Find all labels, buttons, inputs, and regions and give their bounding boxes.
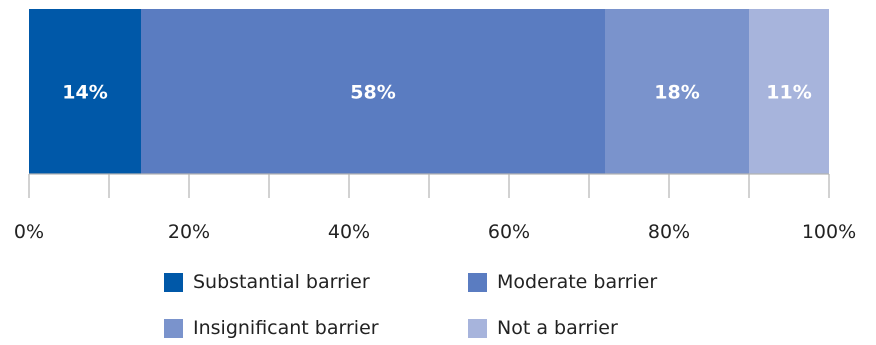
data-label-substantial-barrier: 14%: [62, 82, 107, 104]
x-tick-label-60: 60%: [488, 221, 530, 243]
legend-swatch-not-a-barrier: [468, 318, 487, 338]
legend-item-not-a-barrier: Not a barrier: [468, 316, 618, 340]
bar-segment-substantial-barrier: [29, 9, 141, 174]
bar-data-labels: 14% 58% 18% 11%: [62, 82, 811, 104]
legend-label-insignificant-barrier: Insignificant barrier: [193, 317, 379, 339]
bar-segment-moderate-barrier: [141, 9, 605, 174]
legend-item-moderate-barrier: Moderate barrier: [468, 270, 657, 294]
legend-label-moderate-barrier: Moderate barrier: [497, 271, 658, 293]
x-tick-label-80: 80%: [648, 221, 690, 243]
data-label-insignificant-barrier: 18%: [654, 82, 699, 104]
bar-segment-not-a-barrier: [749, 9, 829, 174]
legend-swatch-insignificant-barrier: [164, 318, 183, 338]
x-axis-tick-labels: 0% 20% 40% 60% 80% 100%: [14, 221, 856, 243]
legend-item-insignificant-barrier: Insignificant barrier: [164, 316, 379, 340]
x-tick-label-0: 0%: [14, 221, 44, 243]
legend-label-not-a-barrier: Not a barrier: [497, 317, 618, 339]
legend-label-substantial-barrier: Substantial barrier: [193, 271, 370, 293]
data-label-not-a-barrier: 11%: [766, 82, 811, 104]
legend-item-substantial-barrier: Substantial barrier: [164, 270, 370, 294]
x-tick-label-100: 100%: [802, 221, 856, 243]
legend-swatch-substantial-barrier: [164, 272, 183, 292]
legend-swatch-moderate-barrier: [468, 272, 487, 292]
x-tick-label-40: 40%: [328, 221, 370, 243]
x-axis: [28, 173, 830, 198]
data-label-moderate-barrier: 58%: [350, 82, 395, 104]
bar-segments: [29, 9, 829, 174]
bar-segment-insignificant-barrier: [605, 9, 749, 174]
x-tick-label-20: 20%: [168, 221, 210, 243]
